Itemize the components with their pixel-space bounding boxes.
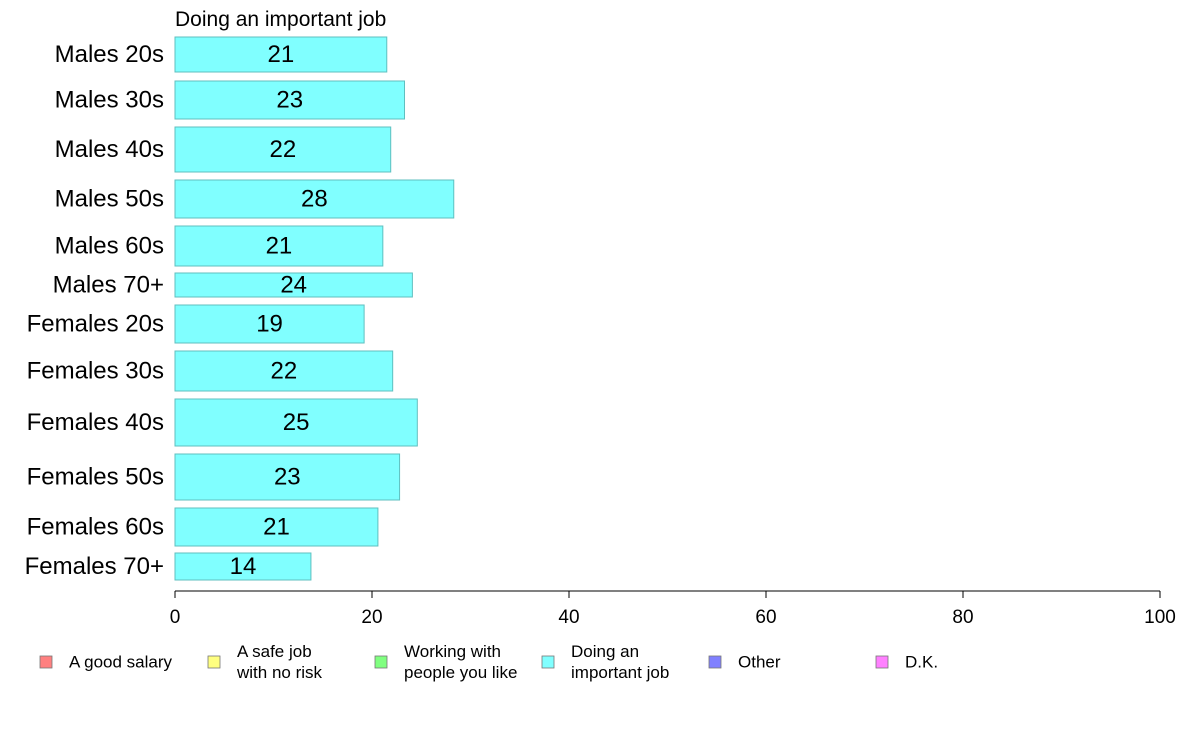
legend-label: D.K. xyxy=(905,653,938,672)
bar xyxy=(174,350,394,392)
legend-swatch xyxy=(39,655,53,669)
category-label: Females 50s xyxy=(27,464,164,491)
legend-label: Other xyxy=(738,653,781,672)
legend-label: with no risk xyxy=(236,663,323,682)
category-label: Males 50s xyxy=(55,186,164,213)
legend-item: Other xyxy=(708,653,781,672)
category-label: Females 70+ xyxy=(25,553,164,580)
legend-item: Working with people you like xyxy=(374,642,517,682)
legend-swatch xyxy=(207,655,221,669)
x-tick-label: 100 xyxy=(1144,607,1176,628)
legend-label: Working with xyxy=(404,642,501,661)
legend-label: Doing an xyxy=(571,642,639,661)
category-label: Females 20s xyxy=(27,311,164,338)
bar xyxy=(174,272,413,298)
bar xyxy=(174,507,379,547)
legend-item: Doing an important job xyxy=(541,642,669,682)
legend-label: A good salary xyxy=(69,653,173,672)
legend-item: A good salary xyxy=(39,653,173,672)
x-tick-label: 0 xyxy=(170,607,181,628)
legend-swatch xyxy=(708,655,722,669)
data-label: 22 xyxy=(270,136,297,163)
bar xyxy=(174,453,401,501)
bar xyxy=(174,126,392,173)
category-label: Males 70+ xyxy=(53,272,164,299)
legend-label: A safe job xyxy=(237,642,312,661)
data-label: 21 xyxy=(266,233,293,260)
legend-swatch xyxy=(875,655,889,669)
bar xyxy=(174,398,418,447)
legend-item: D.K. xyxy=(875,653,938,672)
legend-swatch xyxy=(374,655,388,669)
category-label: Females 40s xyxy=(27,409,164,436)
bar xyxy=(174,225,384,267)
data-label: 23 xyxy=(274,464,301,491)
bar xyxy=(174,80,406,120)
data-label: 24 xyxy=(280,272,307,299)
bar xyxy=(174,304,365,344)
legend-swatch xyxy=(541,655,555,669)
x-tick-label: 60 xyxy=(755,607,776,628)
category-label: Males 30s xyxy=(55,87,164,114)
category-label: Females 60s xyxy=(27,514,164,541)
data-label: 25 xyxy=(283,409,310,436)
category-label: Males 20s xyxy=(55,41,164,68)
chart-title: Doing an important job xyxy=(175,8,386,31)
data-label: 22 xyxy=(270,358,297,385)
data-label: 14 xyxy=(230,553,257,580)
bar xyxy=(174,552,312,581)
x-tick-label: 80 xyxy=(952,607,973,628)
legend-item: A safe job with no risk xyxy=(207,642,323,682)
data-label: 21 xyxy=(268,41,295,68)
legend-label: people you like xyxy=(404,663,517,682)
legend-label: important job xyxy=(571,663,669,682)
x-tick-label: 40 xyxy=(558,607,579,628)
category-label: Females 30s xyxy=(27,358,164,385)
category-label: Males 60s xyxy=(55,233,164,260)
data-label: 19 xyxy=(256,311,283,338)
data-label: 21 xyxy=(263,514,290,541)
data-label: 28 xyxy=(301,186,328,213)
x-tick-label: 20 xyxy=(361,607,382,628)
bar xyxy=(174,179,455,219)
category-label: Males 40s xyxy=(55,136,164,163)
bar xyxy=(174,36,388,73)
data-label: 23 xyxy=(276,87,303,114)
